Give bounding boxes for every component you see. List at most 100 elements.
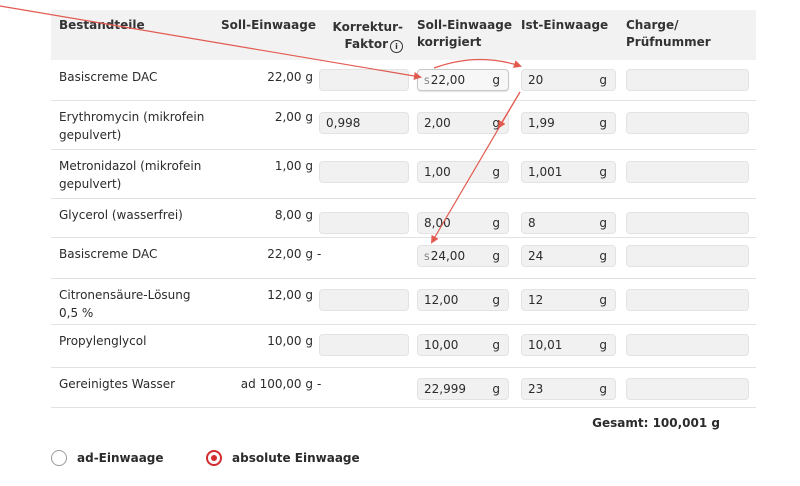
unit-label: g	[492, 293, 500, 307]
prefix-s-marker: S	[424, 253, 430, 263]
header-korrektur-line1: Korrektur-	[332, 20, 403, 34]
radio-label-ad[interactable]: ad-Einwaage	[77, 451, 164, 465]
korrektur-faktor-input[interactable]	[319, 289, 409, 311]
charge-input[interactable]	[626, 334, 749, 356]
ist-einwaage-input[interactable]: 1,001 g	[521, 161, 616, 183]
unit-label: g	[599, 382, 607, 396]
unit-label: g	[599, 249, 607, 263]
soll-einwaage-value: ad 100,00 g	[240, 377, 313, 391]
ingredient-name: Gereinigtes Wasser	[59, 377, 176, 391]
header-soll-korrigiert: Soll-Einwaage korrigiert	[417, 17, 512, 51]
table-row: Glycerol (wasserfrei) 8,00 g 8,00 g 8 g	[51, 198, 756, 238]
unit-label: g	[599, 216, 607, 230]
ist-einwaage-input[interactable]: 20 g	[521, 69, 616, 91]
table-row: Basiscreme DAC 22,00 g - S24,00 g 24 g	[51, 237, 756, 279]
charge-input[interactable]	[626, 69, 749, 91]
soll-korrigiert-text: 10,00	[424, 335, 458, 355]
charge-input[interactable]	[626, 378, 749, 400]
header-soll-korr-line1: Soll-Einwaage	[417, 18, 512, 32]
soll-korrigiert-input[interactable]: 10,00 g	[417, 334, 509, 356]
korrektur-faktor-input[interactable]	[319, 161, 409, 183]
soll-einwaage-value: 22,00 g	[267, 247, 313, 261]
unit-label: g	[599, 73, 607, 87]
ist-einwaage-input[interactable]: 1,99 g	[521, 112, 616, 134]
ingredient-name: Citronensäure-Lösung 0,5 %	[59, 288, 191, 320]
ingredient-name: Basiscreme DAC	[59, 247, 158, 261]
info-icon[interactable]: i	[390, 40, 403, 53]
soll-korrigiert-value: 24,00	[430, 249, 466, 263]
unit-label: g	[492, 249, 500, 263]
unit-label: g	[492, 116, 500, 130]
unit-label: g	[492, 216, 500, 230]
soll-korrigiert-value: 1,00	[424, 165, 451, 179]
ist-einwaage-value: 23	[528, 382, 544, 396]
ist-einwaage-value: 24	[528, 249, 544, 263]
unit-label: g	[492, 382, 500, 396]
soll-einwaage-value: 22,00 g	[267, 70, 313, 84]
header-korrektur-line2-wrap: Faktor i	[321, 36, 403, 53]
table-row: Citronensäure-Lösung 0,5 % 12,00 g 12,00…	[51, 278, 756, 325]
unit-label: g	[599, 165, 607, 179]
header-soll-korr-line2: korrigiert	[417, 35, 482, 49]
charge-input[interactable]	[626, 212, 749, 234]
soll-korrigiert-input[interactable]: 1,00 g	[417, 161, 509, 183]
ist-einwaage-value: 8	[528, 216, 536, 230]
soll-korrigiert-value: 2,00	[424, 116, 451, 130]
soll-korrigiert-text: S24,00	[424, 246, 465, 268]
radio-button-absolute[interactable]	[206, 450, 222, 466]
ingredient-name: Erythromycin (mikrofein gepulvert)	[59, 110, 205, 142]
korrektur-dash: -	[317, 377, 322, 391]
korrektur-faktor-input[interactable]	[319, 212, 409, 234]
soll-korrigiert-value: 12,00	[424, 293, 459, 307]
ingredient-name: Metronidazol (mikrofein gepulvert)	[59, 159, 202, 191]
soll-einwaage-value: 2,00 g	[274, 110, 313, 124]
unit-label: g	[492, 165, 500, 179]
soll-korrigiert-input[interactable]: 12,00 g	[417, 289, 509, 311]
prefix-s-marker: S	[424, 77, 430, 87]
radio-absolute-einwaage[interactable]: absolute Einwaage	[206, 445, 366, 475]
soll-korrigiert-text: 8,00	[424, 213, 451, 233]
ist-einwaage-value: 10,01	[528, 338, 563, 352]
radio-label-absolute[interactable]: absolute Einwaage	[232, 451, 360, 465]
header-korrektur-faktor: Korrektur- Faktor i	[321, 19, 403, 53]
header-korrektur-line2: Faktor	[344, 37, 388, 51]
charge-input[interactable]	[626, 112, 749, 134]
charge-input[interactable]	[626, 245, 749, 267]
total-weight: Gesamt: 100,001 g	[592, 416, 720, 430]
ist-einwaage-input[interactable]: 23 g	[521, 378, 616, 400]
header-charge-line2: Prüfnummer	[626, 35, 711, 49]
korrektur-faktor-value: 0,998	[326, 116, 361, 130]
soll-korrigiert-input[interactable]: 22,999 g	[417, 378, 509, 400]
soll-korrigiert-input[interactable]: 2,00 g	[417, 112, 509, 134]
unit-label: g	[492, 73, 500, 87]
korrektur-faktor-input[interactable]	[319, 69, 409, 91]
radio-button-ad[interactable]	[51, 450, 67, 466]
ist-einwaage-input[interactable]: 8 g	[521, 212, 616, 234]
soll-korrigiert-text: 2,00	[424, 113, 451, 133]
table-row: Propylenglycol 10,00 g 10,00 g 10,01 g	[51, 324, 756, 368]
unit-label: g	[599, 116, 607, 130]
table-row: Erythromycin (mikrofein gepulvert) 2,00 …	[51, 100, 756, 150]
soll-korrigiert-input[interactable]: S24,00 g	[417, 245, 509, 267]
soll-korrigiert-text: 22,999	[424, 379, 466, 399]
ist-einwaage-value: 20	[528, 73, 544, 87]
soll-korrigiert-input[interactable]: 8,00 g	[417, 212, 509, 234]
charge-input[interactable]	[626, 289, 749, 311]
radio-ad-einwaage[interactable]: ad-Einwaage	[51, 445, 191, 475]
korrektur-faktor-input[interactable]	[319, 334, 409, 356]
unit-label: g	[492, 338, 500, 352]
soll-einwaage-value: 1,00 g	[274, 159, 313, 173]
ist-einwaage-input[interactable]: 24 g	[521, 245, 616, 267]
ist-einwaage-input[interactable]: 12 g	[521, 289, 616, 311]
soll-korrigiert-text: 12,00	[424, 290, 458, 310]
header-charge-line1: Charge/	[626, 18, 679, 32]
soll-korrigiert-input[interactable]: S22,00 g	[417, 69, 509, 91]
ist-einwaage-value: 12	[528, 293, 544, 307]
ingredient-name: Basiscreme DAC	[59, 70, 158, 84]
header-soll-einwaage: Soll-Einwaage	[221, 18, 316, 32]
korrektur-dash: -	[317, 247, 322, 261]
charge-input[interactable]	[626, 161, 749, 183]
header-bestandteile: Bestandteile	[59, 18, 145, 32]
ist-einwaage-input[interactable]: 10,01 g	[521, 334, 616, 356]
korrektur-faktor-input[interactable]: 0,998	[319, 112, 409, 134]
